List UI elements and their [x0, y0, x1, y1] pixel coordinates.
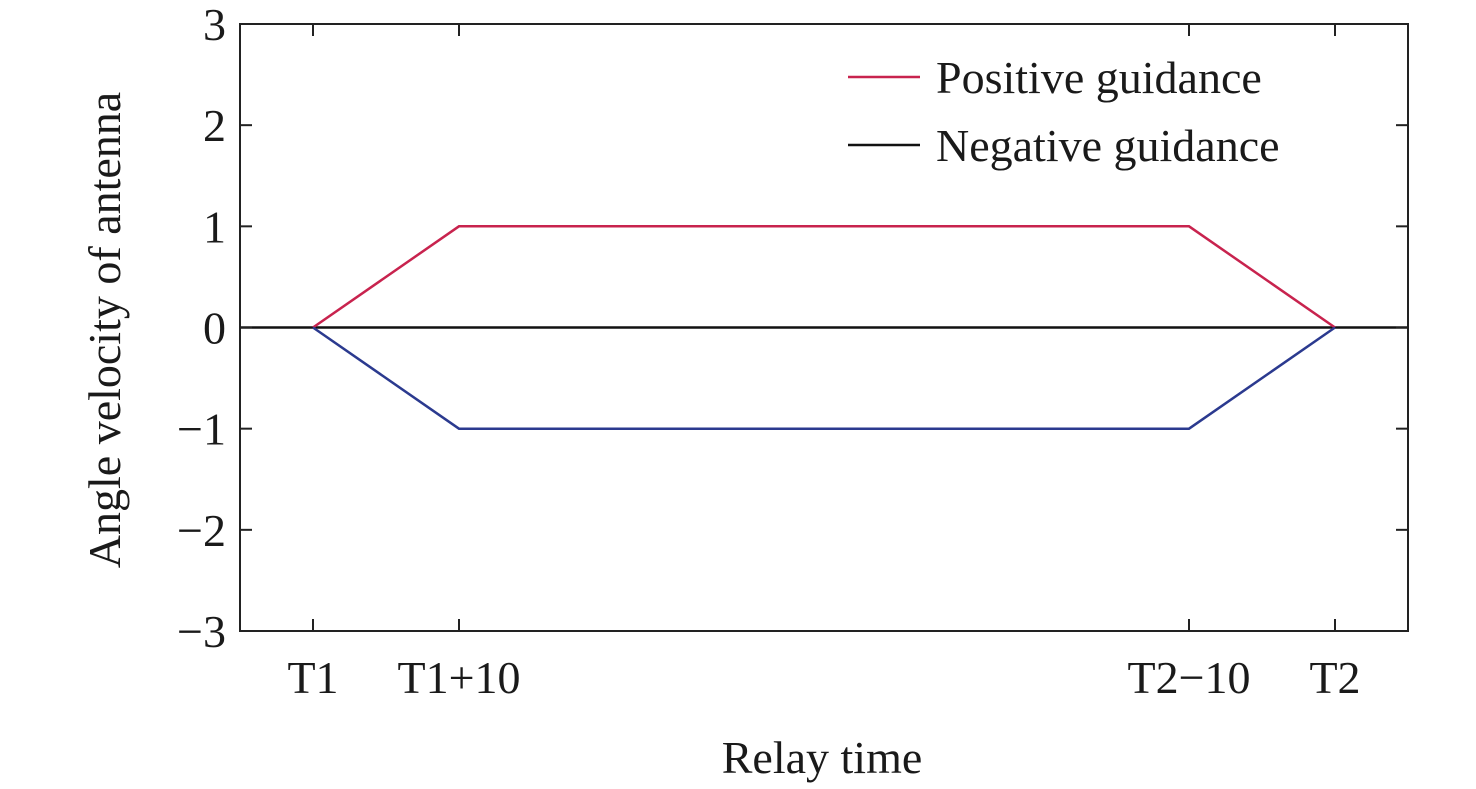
x-tick-label: T1+10	[397, 652, 520, 703]
y-axis-title: Angle velocity of antenna	[79, 92, 130, 568]
x-axis-title: Relay time	[722, 732, 923, 783]
y-tick-label: −1	[177, 404, 226, 455]
y-tick-label: −3	[177, 606, 226, 657]
series-line-negative-guidance	[312, 326, 1336, 430]
y-tick-label: 1	[203, 201, 226, 252]
x-tick-label: T2	[1309, 652, 1360, 703]
legend-label: Negative guidance	[936, 120, 1280, 171]
x-tick-label: T1	[287, 652, 338, 703]
legend-label: Positive guidance	[936, 52, 1262, 103]
series-line-positive-guidance	[312, 225, 1336, 329]
y-tick-label: 2	[203, 100, 226, 151]
x-tick-label: T2−10	[1127, 652, 1250, 703]
y-tick-label: −2	[177, 505, 226, 556]
y-tick-label: 0	[203, 303, 226, 354]
y-tick-label: 3	[203, 0, 226, 50]
